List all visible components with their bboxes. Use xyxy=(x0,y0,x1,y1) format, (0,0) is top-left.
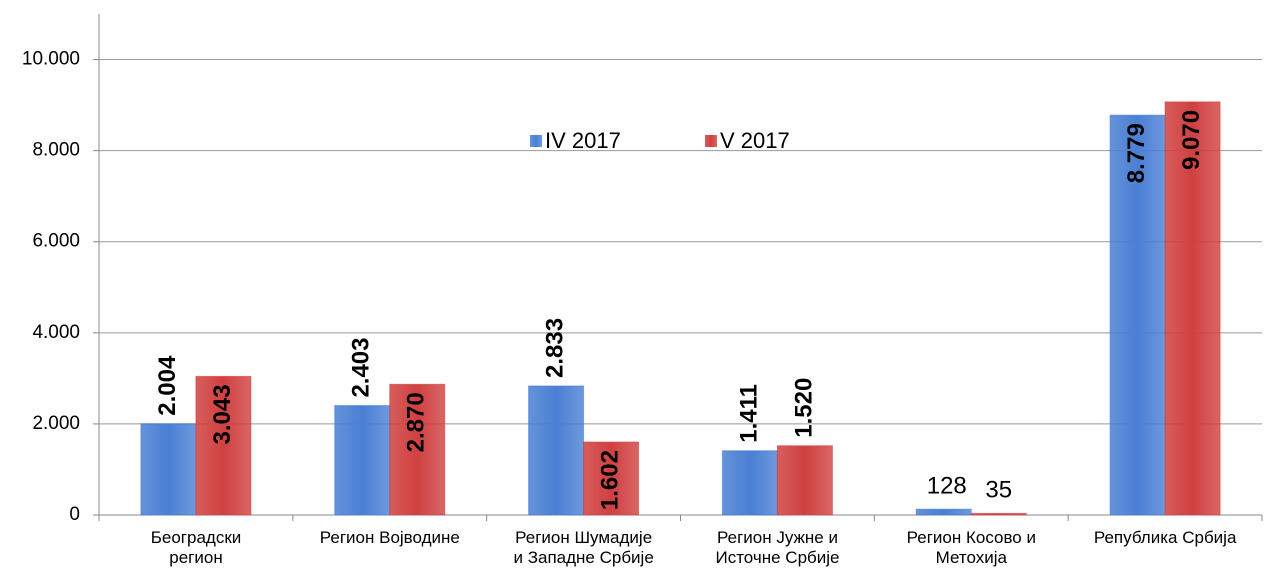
bar xyxy=(389,383,446,516)
bar xyxy=(915,508,972,516)
data-label: 2.870 xyxy=(403,392,430,452)
y-tick-label: 4.000 xyxy=(32,322,80,343)
bar xyxy=(970,512,1027,516)
x-tick-label: Република Србија xyxy=(1093,528,1237,547)
y-tick-label: 0 xyxy=(69,504,80,525)
y-tick-label: 2.000 xyxy=(32,413,80,434)
legend-swatch xyxy=(705,135,717,147)
x-tick-label: Регион Јужне и Источне Србије xyxy=(715,528,840,567)
bar xyxy=(1164,101,1221,516)
data-label: 2.004 xyxy=(154,355,181,416)
legend-label: V 2017 xyxy=(720,128,790,153)
bar xyxy=(583,441,640,516)
data-label: 1.411 xyxy=(735,384,762,443)
x-tick-label: Регион Шумадије и Западне Србије xyxy=(513,528,654,567)
y-tick-label: 8.000 xyxy=(32,140,80,161)
data-label: 1.520 xyxy=(790,378,817,438)
data-label: 3.043 xyxy=(209,384,236,444)
data-label: 2.403 xyxy=(348,337,375,397)
legend-label: IV 2017 xyxy=(545,128,621,153)
data-label: 35 xyxy=(985,477,1012,504)
bar xyxy=(776,445,833,516)
bar xyxy=(140,423,197,516)
data-label: 2.833 xyxy=(541,318,568,378)
x-tick-label: Београдски регион xyxy=(150,528,242,567)
legend-swatch xyxy=(530,135,542,147)
data-label: 8.779 xyxy=(1123,123,1150,183)
data-label: 9.070 xyxy=(1178,110,1205,170)
data-label: 128 xyxy=(927,473,967,500)
bar xyxy=(528,385,585,516)
x-tick-label: Регион Косово и Метохија xyxy=(906,528,1036,567)
y-tick-label: 10.000 xyxy=(22,49,80,70)
bar xyxy=(334,405,391,516)
x-tick-label: Регион Војводине xyxy=(319,528,460,547)
bar xyxy=(721,450,778,516)
y-tick-label: 6.000 xyxy=(32,231,80,252)
data-label: 1.602 xyxy=(596,450,623,510)
bar xyxy=(195,375,252,516)
